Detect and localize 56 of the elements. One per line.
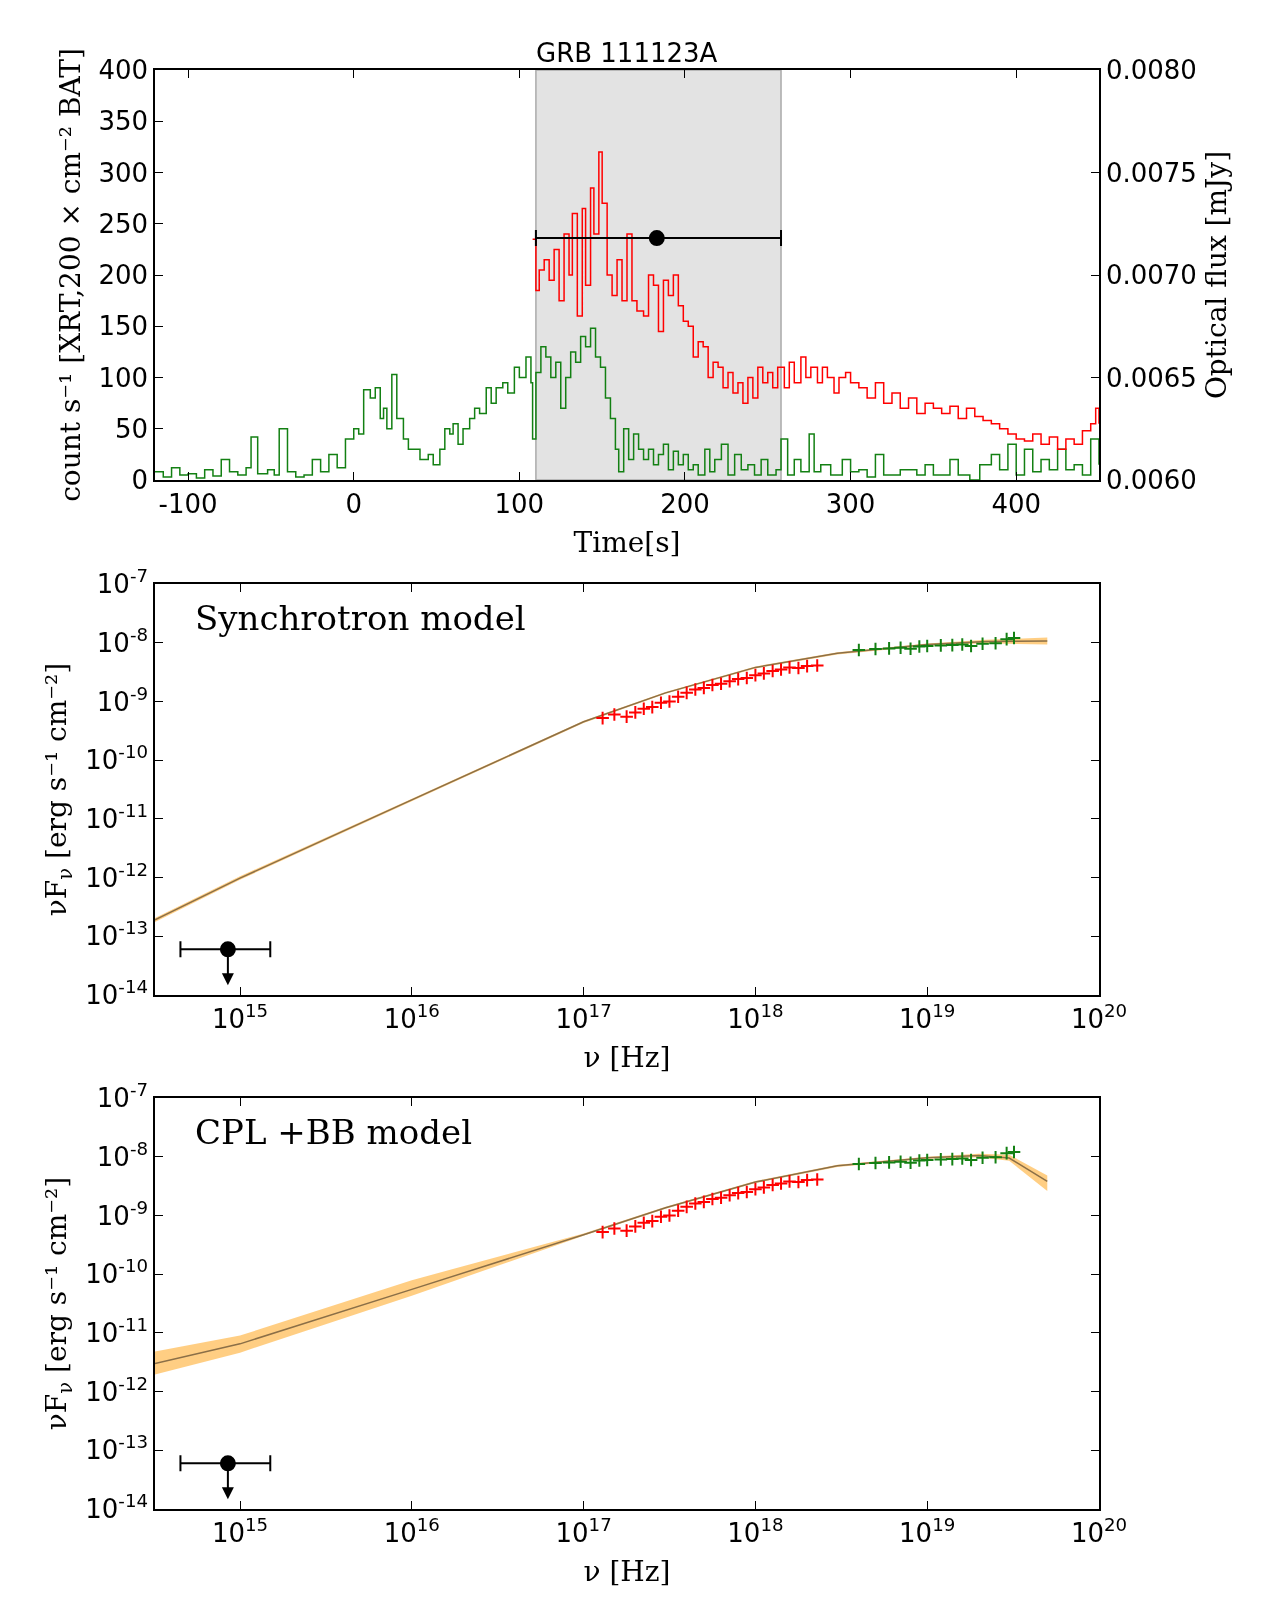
x-tick-label: 10$^{19}$ [899, 1000, 956, 1034]
x-axis-title: Time[s] [573, 525, 681, 559]
y-tick-label: 10$^{-14}$ [85, 976, 149, 1011]
y-tick-label: 10$^{-10}$ [85, 1255, 149, 1290]
x-tick-label: 100 [494, 488, 545, 519]
x-tick-label: 10$^{15}$ [211, 1000, 269, 1034]
y-tick-label: 10$^{-14}$ [85, 1490, 149, 1525]
x-tick-label: 10$^{16}$ [383, 1514, 440, 1548]
y-tick-label: 10$^{-7}$ [96, 1079, 149, 1114]
y-tick-label: 250 [98, 208, 149, 239]
x-tick-label: 10$^{20}$ [1070, 1514, 1128, 1548]
y-tick-label: 10$^{-8}$ [96, 623, 149, 658]
y-tick-label: 300 [98, 157, 149, 188]
x-tick-label: 10$^{16}$ [383, 1000, 440, 1034]
annotation: Synchrotron model [195, 598, 526, 638]
y-tick-label: 10$^{-13}$ [85, 917, 149, 952]
x-tick-label: 10$^{17}$ [555, 1514, 612, 1548]
y-tick-label: 10$^{-12}$ [85, 858, 149, 893]
y-tick-label: 350 [98, 106, 149, 137]
y2-tick-label: 0.0065 [1105, 362, 1197, 393]
annotation: CPL +BB model [195, 1112, 473, 1152]
y-tick-label: 10$^{-11}$ [85, 800, 149, 834]
x-tick-label: 10$^{17}$ [555, 1000, 612, 1034]
x-tick-label: 10$^{15}$ [211, 1514, 269, 1548]
x-axis-title: ν [Hz] [583, 1040, 671, 1074]
y-tick-label: 10$^{-8}$ [96, 1137, 149, 1172]
x-tick-label: 300 [825, 488, 876, 519]
y-tick-label: 50 [114, 413, 149, 444]
x-tick-label: 400 [991, 488, 1042, 519]
y-tick-label: 10$^{-13}$ [85, 1431, 149, 1466]
x-tick-label: 200 [660, 488, 710, 519]
x-tick-label: -100 [158, 488, 218, 519]
y-tick-label: 100 [98, 362, 149, 393]
y2-tick-label: 0.0070 [1105, 260, 1197, 291]
y-tick-label: 400 [98, 55, 149, 86]
y-tick-label: 10$^{-10}$ [85, 741, 149, 776]
x-tick-label: 10$^{20}$ [1070, 1000, 1128, 1034]
x-axis-title: ν [Hz] [583, 1554, 671, 1588]
y-tick-label: 0 [131, 465, 149, 496]
y-tick-label: 150 [98, 311, 149, 342]
y-tick-label: 10$^{-7}$ [96, 565, 149, 600]
y-tick-label: 200 [98, 260, 149, 291]
x-tick-label: 0 [345, 488, 363, 519]
y-tick-label: 10$^{-9}$ [96, 682, 149, 717]
x-tick-label: 10$^{18}$ [727, 1514, 784, 1548]
y-axis-title: count s⁻¹ [XRT,200 × cm⁻² BAT] [53, 48, 87, 502]
y2-tick-label: 0.0060 [1105, 465, 1197, 496]
y2-tick-label: 0.0075 [1105, 157, 1197, 188]
y-tick-label: 10$^{-12}$ [85, 1372, 149, 1407]
chart-title: GRB 111123A [536, 38, 718, 68]
y-tick-label: 10$^{-9}$ [96, 1196, 149, 1231]
x-tick-label: 10$^{19}$ [899, 1514, 956, 1548]
y2-tick-label: 0.0080 [1105, 55, 1197, 86]
y2-axis-title: Optical flux [mJy] [1199, 150, 1233, 400]
x-tick-label: 10$^{18}$ [727, 1000, 784, 1034]
y-tick-label: 10$^{-11}$ [85, 1314, 149, 1348]
